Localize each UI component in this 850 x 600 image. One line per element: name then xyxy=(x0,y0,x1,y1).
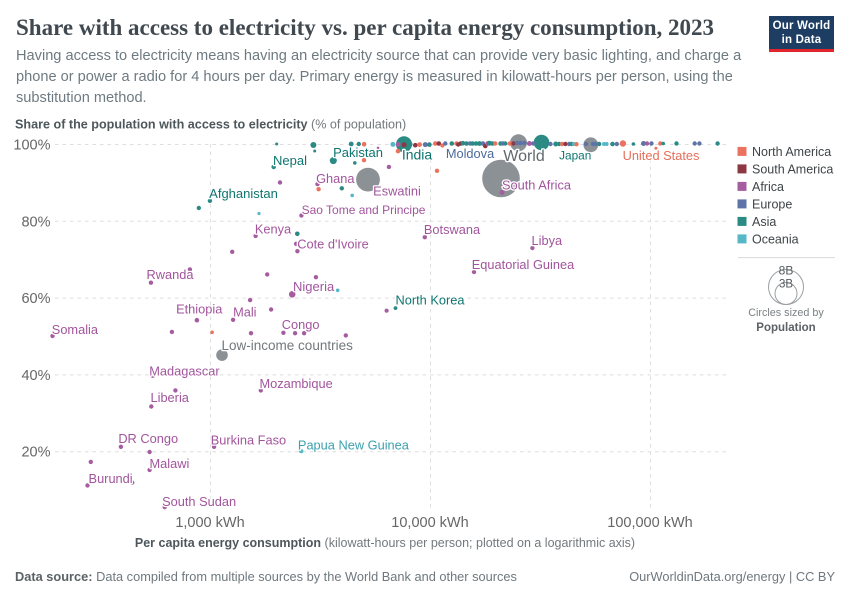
svg-text:Malawi: Malawi xyxy=(149,456,189,471)
svg-text:Libya: Libya xyxy=(532,233,563,248)
svg-text:Cote d'Ivoire: Cote d'Ivoire xyxy=(297,237,368,252)
svg-text:100%: 100% xyxy=(13,138,50,154)
svg-text:Share of the population with a: Share of the population with access to e… xyxy=(15,118,406,132)
svg-text:Somalia: Somalia xyxy=(52,322,99,337)
svg-text:10,000 kWh: 10,000 kWh xyxy=(391,515,468,531)
svg-text:South Africa: South Africa xyxy=(502,177,572,192)
svg-text:Pakistan: Pakistan xyxy=(333,145,383,160)
svg-text:Botswana: Botswana xyxy=(424,222,481,237)
svg-text:100,000 kWh: 100,000 kWh xyxy=(607,515,692,531)
svg-text:80%: 80% xyxy=(21,214,50,230)
svg-text:DR Congo: DR Congo xyxy=(118,431,178,446)
svg-text:North America: North America xyxy=(752,145,831,159)
svg-text:Madagascar: Madagascar xyxy=(149,364,220,379)
svg-text:Papua New Guinea: Papua New Guinea xyxy=(298,437,410,452)
svg-text:Rwanda: Rwanda xyxy=(147,267,195,282)
svg-text:Kenya: Kenya xyxy=(255,221,292,236)
svg-text:World: World xyxy=(503,148,545,165)
svg-text:South Sudan: South Sudan xyxy=(162,494,236,509)
svg-text:India: India xyxy=(402,146,433,162)
svg-text:Japan: Japan xyxy=(559,148,591,162)
svg-text:Afghanistan: Afghanistan xyxy=(209,186,278,201)
svg-text:Europe: Europe xyxy=(752,197,792,211)
svg-text:8B: 8B xyxy=(779,264,794,278)
svg-text:20%: 20% xyxy=(21,445,50,461)
svg-text:3B: 3B xyxy=(779,279,793,291)
svg-text:40%: 40% xyxy=(21,368,50,384)
svg-text:Mozambique: Mozambique xyxy=(259,376,332,391)
svg-text:Equatorial Guinea: Equatorial Guinea xyxy=(472,257,575,272)
svg-text:Population: Population xyxy=(756,322,815,334)
svg-text:Oceania: Oceania xyxy=(752,232,799,246)
svg-text:Liberia: Liberia xyxy=(150,390,189,405)
svg-text:Ethiopia: Ethiopia xyxy=(176,302,223,317)
svg-text:North Korea: North Korea xyxy=(396,293,466,308)
svg-text:Circles sized by: Circles sized by xyxy=(748,307,824,319)
svg-text:Asia: Asia xyxy=(752,215,776,229)
svg-text:Congo: Congo xyxy=(282,317,320,332)
svg-text:Moldova: Moldova xyxy=(446,146,495,161)
svg-text:South America: South America xyxy=(752,162,833,176)
svg-text:1,000 kWh: 1,000 kWh xyxy=(175,515,244,531)
svg-text:Ghana: Ghana xyxy=(316,171,355,186)
svg-text:Africa: Africa xyxy=(752,180,784,194)
svg-text:Mali: Mali xyxy=(233,305,256,320)
svg-text:Burkina Faso: Burkina Faso xyxy=(211,432,286,447)
svg-text:Nepal: Nepal xyxy=(273,153,307,168)
svg-text:Burundi: Burundi xyxy=(89,471,133,486)
svg-text:60%: 60% xyxy=(21,291,50,307)
svg-text:Per capita energy consumption: Per capita energy consumption (kilowatt-… xyxy=(135,536,635,550)
svg-text:United States: United States xyxy=(623,148,700,163)
svg-text:Sao Tome and Principe: Sao Tome and Principe xyxy=(302,203,426,217)
svg-text:Low-income countries: Low-income countries xyxy=(222,338,354,353)
svg-text:Nigeria: Nigeria xyxy=(293,279,335,294)
svg-text:Eswatini: Eswatini xyxy=(373,183,421,198)
